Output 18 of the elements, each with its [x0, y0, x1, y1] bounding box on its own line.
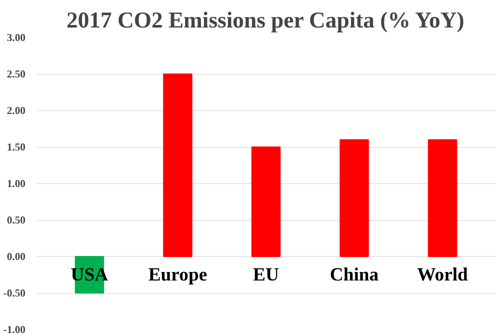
bar — [251, 146, 281, 257]
y-tick-label: 2.50 — [6, 70, 26, 80]
x-tick-label: World — [417, 264, 469, 286]
bar — [340, 139, 369, 257]
y-tick-label: 1.00 — [6, 179, 26, 190]
y-tick-label: 0.50 — [6, 216, 26, 226]
x-tick-label: China — [330, 264, 380, 286]
y-tick-label: 1.50 — [6, 142, 26, 154]
x-tick-label: Europe — [148, 264, 208, 286]
x-tick-label: EU — [253, 264, 280, 286]
y-tick-label: 0.00 — [6, 252, 26, 263]
y-tick-label: -0.50 — [3, 288, 26, 300]
y-tick-label: 2.00 — [6, 106, 26, 117]
chart-title: 2017 CO2 Emissions per Capita (% YoY) — [66, 8, 464, 32]
bar — [163, 74, 192, 257]
y-tick-label: 3.00 — [6, 33, 26, 44]
y-tick-label: -1.00 — [3, 325, 26, 334]
bar — [428, 139, 458, 257]
